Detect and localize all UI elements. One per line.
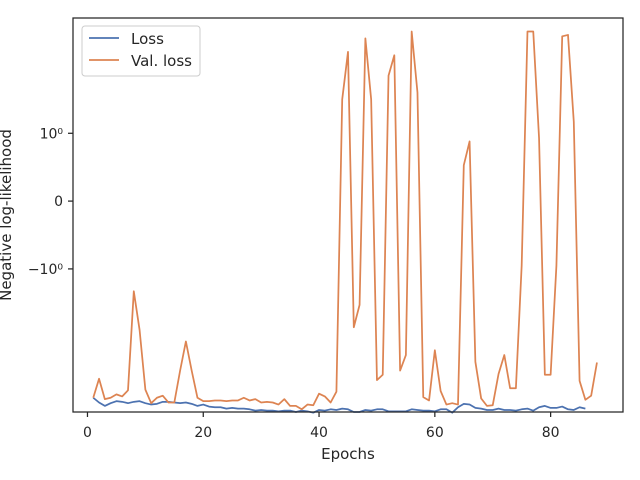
x-tick-label: 60 (426, 425, 444, 441)
x-tick-label: 80 (542, 425, 560, 441)
tick-layer: 0 20 40 60 80 10⁰ 0 −10⁰ (28, 126, 560, 441)
x-tick-label: 0 (83, 425, 92, 441)
y-tick-label: 10⁰ (40, 126, 64, 142)
x-tick-label: 20 (194, 425, 212, 441)
series-layer (92, 30, 598, 414)
legend-label-loss: Loss (131, 30, 164, 48)
series-line-val-loss (92, 30, 598, 411)
y-axis-title: Negative log-likelihood (0, 129, 15, 301)
x-axis-title: Epochs (321, 445, 375, 463)
legend-label-val-loss: Val. loss (131, 52, 192, 70)
legend: Loss Val. loss (81, 25, 201, 77)
series-line-loss (92, 397, 586, 414)
y-tick-label: −10⁰ (28, 262, 64, 278)
y-tick-label: 0 (54, 194, 63, 210)
plot-frame (72, 17, 624, 413)
x-tick-label: 40 (310, 425, 328, 441)
